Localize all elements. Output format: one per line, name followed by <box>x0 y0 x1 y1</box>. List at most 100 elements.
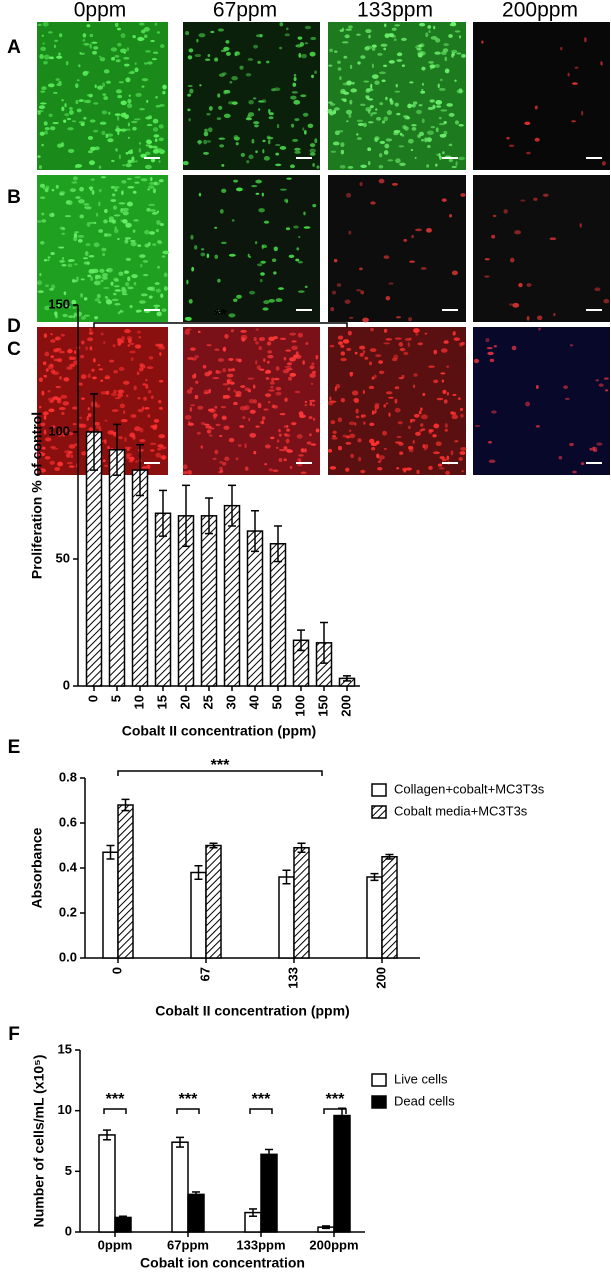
cell <box>200 252 206 257</box>
cell <box>542 193 549 197</box>
cell <box>196 140 203 144</box>
cell <box>61 106 65 112</box>
cell <box>314 138 318 144</box>
cell <box>481 40 484 44</box>
cell <box>144 229 150 235</box>
panel-label: E <box>8 737 21 758</box>
cell <box>302 127 305 131</box>
cell <box>139 427 144 433</box>
cell <box>279 188 287 191</box>
cell <box>37 23 42 27</box>
x-axis-label: Cobalt II concentration (ppm) <box>122 723 316 739</box>
cell <box>228 437 235 443</box>
cell <box>59 376 62 380</box>
cell <box>203 139 208 145</box>
cell <box>68 305 72 309</box>
cell <box>68 259 72 263</box>
cell <box>73 312 78 318</box>
cell <box>285 438 290 444</box>
cell <box>298 454 304 457</box>
cell <box>435 441 442 447</box>
cell <box>293 225 299 229</box>
cell <box>204 128 208 133</box>
cell <box>394 386 400 390</box>
cell <box>376 440 380 445</box>
cell <box>147 414 151 418</box>
cell <box>137 397 141 400</box>
cell <box>303 226 311 229</box>
cell <box>388 412 391 417</box>
cell <box>263 220 270 224</box>
cell <box>306 441 312 445</box>
cell <box>346 120 349 123</box>
cell <box>417 51 424 57</box>
cell <box>255 341 259 345</box>
cell <box>117 94 123 99</box>
cell <box>255 150 258 154</box>
cell <box>150 286 155 290</box>
legend-label: Live cells <box>394 1071 448 1086</box>
cell <box>309 152 316 156</box>
cell <box>263 300 270 305</box>
cell <box>112 344 116 348</box>
cell <box>142 260 148 263</box>
cell <box>247 377 255 380</box>
cell <box>200 445 203 449</box>
cell <box>294 150 301 154</box>
cell <box>158 149 165 155</box>
cell <box>124 328 131 334</box>
cell <box>526 151 531 155</box>
cell <box>345 441 352 445</box>
cell <box>256 365 261 370</box>
cell <box>291 123 295 128</box>
cell <box>92 50 98 55</box>
cell <box>415 333 419 336</box>
cell <box>97 364 101 367</box>
cell <box>269 381 275 385</box>
cell <box>156 220 161 225</box>
cell <box>357 122 365 126</box>
cell <box>533 197 538 201</box>
cell <box>223 394 230 399</box>
cell <box>418 44 423 48</box>
cell <box>378 178 385 184</box>
cell <box>127 185 135 189</box>
cell <box>396 59 403 62</box>
cell <box>40 46 47 52</box>
cell <box>349 316 354 319</box>
cell <box>273 87 281 91</box>
cell <box>263 156 270 161</box>
cell <box>50 284 56 290</box>
cell <box>210 427 215 430</box>
cell <box>453 337 460 341</box>
cell <box>234 136 240 141</box>
cell <box>309 399 316 402</box>
cell <box>441 379 445 383</box>
cell <box>342 434 348 438</box>
cell <box>100 391 108 395</box>
cell <box>334 386 337 392</box>
x-tick-label: 0 <box>109 967 124 974</box>
cell <box>484 275 490 278</box>
cell <box>219 434 223 437</box>
cell <box>117 42 122 47</box>
cell <box>39 54 44 60</box>
cell <box>206 253 210 259</box>
y-tick-label: 15 <box>58 1041 72 1056</box>
cell <box>116 125 119 131</box>
cell <box>67 431 74 436</box>
cell <box>104 295 108 299</box>
cell <box>202 151 210 155</box>
cell <box>132 35 136 39</box>
cell <box>252 97 257 100</box>
cell <box>242 416 246 420</box>
cell <box>133 219 139 222</box>
cell <box>367 147 372 152</box>
cell <box>459 451 466 455</box>
legend-swatch <box>371 1073 387 1087</box>
cell <box>161 308 167 312</box>
cell <box>416 109 422 115</box>
cell <box>433 423 440 429</box>
cell <box>304 42 309 45</box>
cell <box>127 344 131 347</box>
